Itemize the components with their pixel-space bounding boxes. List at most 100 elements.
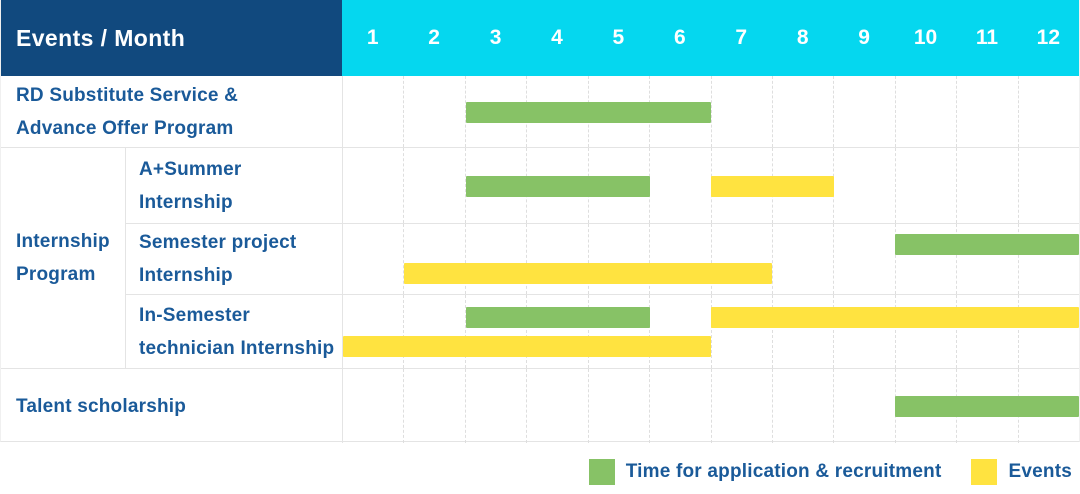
bar-events bbox=[404, 263, 773, 284]
month-slot bbox=[464, 148, 526, 223]
month-slot bbox=[526, 224, 587, 294]
month-slot bbox=[833, 369, 894, 443]
month-slot bbox=[1017, 295, 1079, 368]
subrow-label: In-Semester technician Internship bbox=[125, 295, 342, 368]
month-header-cell: 4 bbox=[551, 26, 563, 49]
gantt-subrow: A+Summer Internship bbox=[125, 148, 1079, 223]
month-slot bbox=[587, 369, 649, 443]
bar-application bbox=[465, 101, 711, 123]
month-slot bbox=[956, 295, 1017, 368]
month-slot bbox=[956, 224, 1017, 294]
bar-events bbox=[711, 175, 834, 197]
month-header-cell: 7 bbox=[735, 26, 748, 49]
header-row: Events / Month 1 2 3 4 5 6 7 8 9 10 11 12 bbox=[1, 0, 1079, 76]
gantt-table: Events / Month 1 2 3 4 5 6 7 8 9 10 11 12 RD Substi… bbox=[0, 0, 1080, 443]
month-grid bbox=[342, 76, 1079, 147]
gantt-row: Talent scholarship bbox=[1, 368, 1079, 443]
month-slot bbox=[343, 224, 403, 294]
month-slot bbox=[403, 224, 464, 294]
row-label-line: Internship bbox=[16, 231, 110, 252]
month-slot bbox=[343, 295, 403, 368]
month-slot bbox=[649, 369, 710, 443]
bar-application bbox=[895, 234, 1079, 255]
month-slot bbox=[343, 369, 403, 443]
row-label-line: Talent scholarship bbox=[16, 395, 187, 417]
month-grid bbox=[342, 148, 1079, 223]
month-slot bbox=[649, 224, 710, 294]
month-slot bbox=[649, 295, 710, 368]
month-slot bbox=[894, 76, 956, 147]
month-slot bbox=[587, 224, 649, 294]
month-header-cell: 2 bbox=[428, 26, 440, 49]
month-slot bbox=[587, 295, 649, 368]
month-slot bbox=[343, 76, 403, 147]
row-label-line: Internship bbox=[139, 265, 233, 286]
subrow-label: Semester project Internship bbox=[125, 224, 342, 294]
month-slot bbox=[710, 369, 772, 443]
group-subrows: A+Summer Internship Semester project Intern… bbox=[125, 148, 1079, 368]
events-swatch-icon bbox=[971, 459, 998, 485]
header-title: Events / Month bbox=[1, 0, 342, 76]
bar-application bbox=[895, 396, 1079, 417]
row-label-line: Program bbox=[16, 264, 96, 285]
month-slot bbox=[956, 148, 1017, 223]
month-slot bbox=[1017, 224, 1079, 294]
month-header-cell: 5 bbox=[612, 26, 625, 49]
month-slot bbox=[1017, 76, 1079, 147]
month-slot bbox=[403, 369, 464, 443]
gantt-body: RD Substitute Service & Advance Offer Pro… bbox=[1, 76, 1079, 443]
month-slot bbox=[464, 369, 526, 443]
month-slot bbox=[956, 76, 1017, 147]
month-slot bbox=[894, 295, 956, 368]
row-label-line: In-Semester bbox=[139, 304, 250, 326]
gantt-subrow: Semester project Internship bbox=[125, 223, 1079, 294]
row-label-line: RD Substitute Service & bbox=[16, 84, 239, 106]
month-slot bbox=[833, 76, 894, 147]
row-label-line: technician Internship bbox=[139, 337, 335, 359]
subrow-label: A+Summer Internship bbox=[125, 148, 342, 223]
month-slot bbox=[771, 295, 833, 368]
gantt-subrow: In-Semester technician Internship bbox=[125, 294, 1079, 368]
group-label: Internship Program bbox=[1, 148, 125, 368]
month-slot bbox=[464, 76, 526, 147]
month-header-cell: 11 bbox=[975, 26, 999, 49]
month-slot bbox=[464, 224, 526, 294]
month-slot bbox=[894, 148, 956, 223]
month-slot bbox=[833, 148, 894, 223]
month-header-cell: 3 bbox=[489, 26, 502, 49]
month-header-cell: 10 bbox=[913, 26, 938, 49]
month-slot bbox=[771, 76, 833, 147]
month-slot bbox=[526, 369, 587, 443]
row-label-line: A+Summer bbox=[139, 158, 242, 180]
month-slot bbox=[403, 295, 464, 368]
month-slot bbox=[833, 295, 894, 368]
month-slot bbox=[710, 224, 772, 294]
month-header-cell: 6 bbox=[673, 26, 686, 49]
bar-application bbox=[465, 306, 650, 328]
gantt-group-row: Internship Program A+Summer Internship Semes… bbox=[1, 147, 1079, 368]
bar-events bbox=[343, 335, 711, 357]
month-slot bbox=[833, 224, 894, 294]
bar-events bbox=[711, 306, 1079, 328]
month-grid bbox=[342, 369, 1079, 443]
month-slot bbox=[464, 295, 526, 368]
legend-events-label: Events bbox=[1008, 461, 1072, 482]
application-swatch-icon bbox=[588, 459, 615, 485]
legend-item-events: Events bbox=[971, 459, 1072, 485]
row-label: RD Substitute Service & Advance Offer Pro… bbox=[1, 76, 342, 147]
month-header-strip: 1 2 3 4 5 6 7 8 9 10 11 12 bbox=[342, 0, 1079, 76]
month-header-cell: 1 bbox=[366, 26, 379, 49]
legend-item-application: Time for application & recruitment bbox=[588, 459, 942, 485]
legend: Time for application & recruitment Event… bbox=[588, 459, 1072, 485]
legend-application-label: Time for application & recruitment bbox=[625, 461, 942, 482]
month-slot bbox=[771, 224, 833, 294]
row-label-line: Semester project bbox=[139, 232, 297, 253]
month-slot bbox=[710, 295, 772, 368]
month-slot bbox=[1017, 148, 1079, 223]
gantt-row: RD Substitute Service & Advance Offer Pro… bbox=[1, 76, 1079, 147]
month-slot bbox=[710, 76, 772, 147]
month-slot bbox=[771, 369, 833, 443]
month-grid bbox=[342, 224, 1079, 294]
month-header-cell: 8 bbox=[796, 26, 809, 49]
